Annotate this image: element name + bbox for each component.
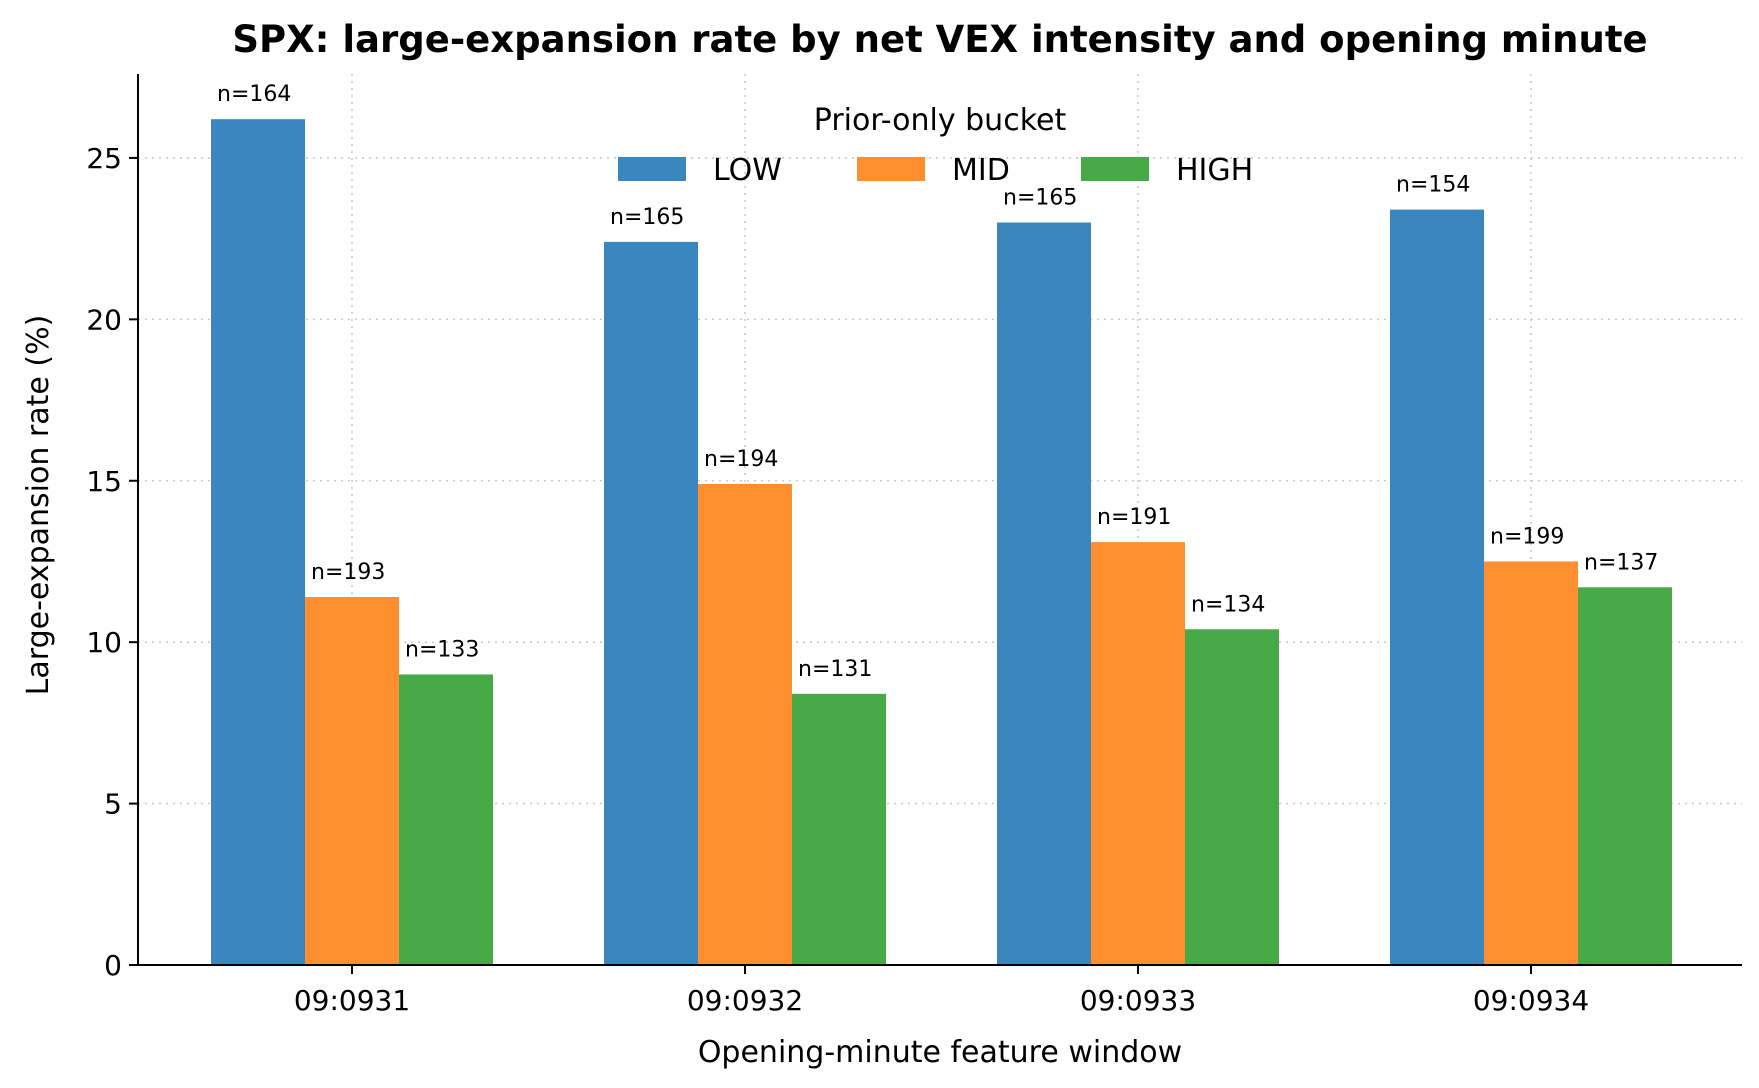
bar-high-3 [1185, 629, 1279, 965]
bar-mid-1 [305, 596, 399, 965]
bar-count-label: n=137 [1584, 550, 1658, 575]
legend-swatch-mid [857, 157, 925, 181]
bar-low-3 [997, 222, 1091, 965]
y-axis-label: Large-expansion rate (%) [21, 315, 56, 696]
legend-label-high: HIGH [1176, 153, 1253, 188]
bar-count-label: n=191 [1097, 505, 1171, 530]
bar-high-1 [399, 674, 493, 965]
legend-title: Prior-only bucket [814, 103, 1067, 138]
bar-mid-2 [698, 483, 792, 965]
bar-count-label: n=164 [217, 82, 291, 107]
x-tick-label: 09:0931 [294, 984, 410, 1017]
legend-swatch-high [1081, 157, 1149, 181]
x-axis-label: Opening-minute feature window [698, 1035, 1182, 1070]
bar-mid-3 [1091, 542, 1185, 965]
y-tick-label: 20 [86, 303, 122, 336]
bar-count-label: n=194 [704, 447, 778, 472]
bar-mid-4 [1484, 561, 1578, 965]
bar-high-4 [1578, 587, 1672, 965]
bars-layer [211, 119, 1672, 965]
bar-high-2 [792, 693, 886, 965]
axes-layer: 0 5 10 15 20 25 09:0931 09:0932 09:0933 09:0934 [86, 74, 1742, 1017]
bar-count-label: n=165 [610, 205, 684, 230]
bar-count-label: n=133 [405, 637, 479, 662]
bar-count-label: n=199 [1490, 524, 1564, 549]
y-tick-label: 15 [86, 465, 122, 498]
x-tick-label: 09:0933 [1080, 984, 1196, 1017]
chart-title: SPX: large-expansion rate by net VEX int… [232, 18, 1647, 61]
bar-low-2 [604, 241, 698, 965]
x-tick-label: 09:0934 [1473, 984, 1589, 1017]
legend-label-mid: MID [952, 153, 1010, 188]
legend: Prior-only bucket LOW MID HIGH [618, 103, 1253, 188]
y-tick-label: 25 [86, 142, 122, 175]
bar-count-label: n=134 [1191, 592, 1265, 617]
bar-count-label: n=131 [798, 657, 872, 682]
legend-swatch-low [618, 157, 686, 181]
y-tick-label: 5 [104, 788, 122, 821]
y-tick-label: 0 [104, 949, 122, 982]
legend-label-low: LOW [713, 153, 782, 188]
x-tick-label: 09:0932 [687, 984, 803, 1017]
y-tick-label: 10 [86, 626, 122, 659]
annotations-layer: n=164 n=193 n=133 n=165 n=194 n=131 n=165 n=191… [217, 82, 1658, 682]
bar-low-1 [211, 119, 305, 965]
bar-count-label: n=165 [1003, 186, 1077, 211]
bar-count-label: n=154 [1396, 173, 1470, 198]
bar-count-label: n=193 [311, 560, 385, 585]
bar-low-4 [1390, 209, 1484, 965]
